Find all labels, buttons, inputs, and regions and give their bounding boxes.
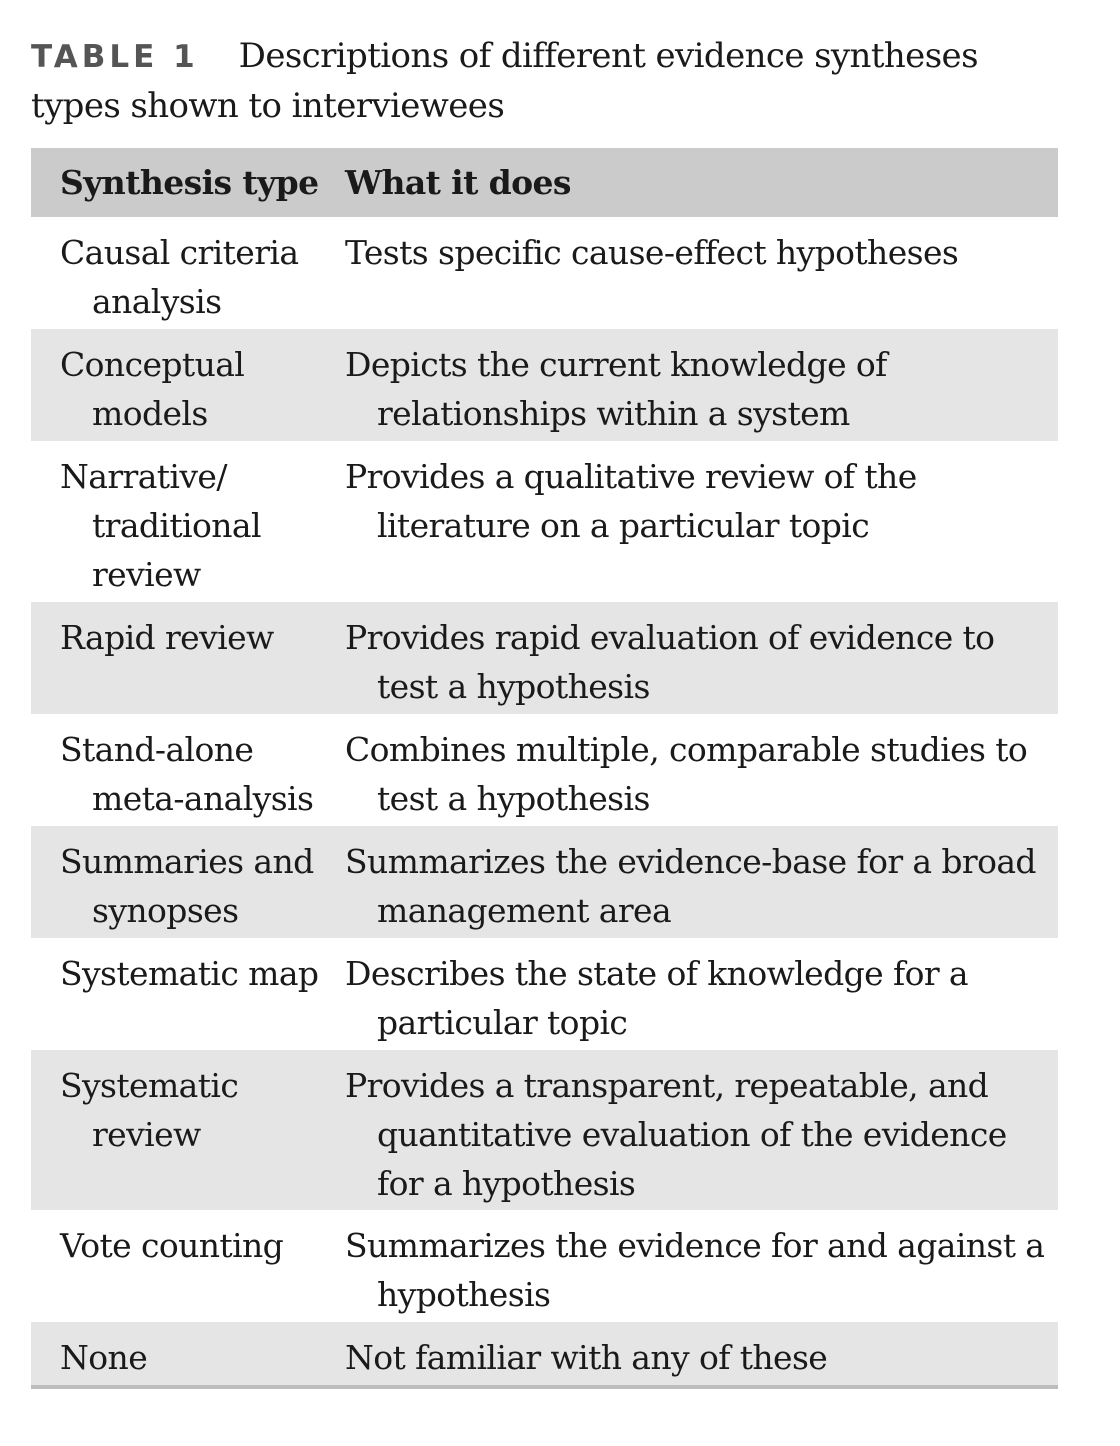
synthesis-type-cell: Conceptual models xyxy=(60,345,245,433)
table-label: TABLE 1 xyxy=(31,39,199,75)
description-cell: Provides a qualitative review of the lit… xyxy=(345,457,917,545)
description-cell: Summarizes the evidence for and against … xyxy=(345,1226,1045,1314)
synthesis-type-cell: Vote counting xyxy=(60,1226,284,1265)
description-cell: Provides rapid evaluation of evidence to… xyxy=(345,618,995,706)
table-row: Narrative/ traditional review Provides a… xyxy=(31,441,1058,602)
header-what-it-does: What it does xyxy=(345,163,572,202)
description-cell: Tests specific cause-effect hypotheses xyxy=(345,233,959,272)
synthesis-type-cell: Stand-alone meta-analysis xyxy=(60,730,314,818)
description-cell: Summarizes the evidence-base for a broad… xyxy=(345,842,1037,930)
synthesis-type-cell: Systematic review xyxy=(60,1066,239,1154)
table-caption: TABLE 1 Descriptions of different evidenc… xyxy=(31,32,1061,131)
table-row: None Not familiar with any of these xyxy=(31,1322,1058,1385)
synthesis-type-cell: Causal criteria analysis xyxy=(60,233,299,321)
description-cell: Not familiar with any of these xyxy=(345,1338,828,1377)
table-row: Summaries and synopses Summarizes the ev… xyxy=(31,826,1058,938)
synthesis-type-cell: Summaries and synopses xyxy=(60,842,314,930)
table-row: Causal criteria analysis Tests specific … xyxy=(31,217,1058,329)
table-header-row: Synthesis type What it does xyxy=(31,148,1058,217)
description-cell: Combines multiple, comparable studies to… xyxy=(345,730,1028,818)
table-row: Vote counting Summarizes the evidence fo… xyxy=(31,1210,1058,1322)
synthesis-types-table: Synthesis type What it does Causal crite… xyxy=(31,148,1058,1389)
header-synthesis-type: Synthesis type xyxy=(60,163,319,202)
synthesis-type-cell: None xyxy=(60,1338,148,1377)
table-row: Systematic review Provides a transparent… xyxy=(31,1050,1058,1210)
synthesis-type-cell: Rapid review xyxy=(60,618,274,657)
table-row: Systematic map Describes the state of kn… xyxy=(31,938,1058,1050)
synthesis-type-cell: Narrative/ traditional review xyxy=(60,457,262,594)
table-row: Conceptual models Depicts the current kn… xyxy=(31,329,1058,441)
table-row: Rapid review Provides rapid evaluation o… xyxy=(31,602,1058,714)
synthesis-type-cell: Systematic map xyxy=(60,954,319,993)
table-caption-text: Descriptions of different evidence synth… xyxy=(31,36,979,126)
description-cell: Describes the state of knowledge for a p… xyxy=(345,954,969,1042)
table-bottom-rule xyxy=(31,1385,1058,1389)
description-cell: Depicts the current knowledge of relatio… xyxy=(345,345,887,433)
description-cell: Provides a transparent, repeatable, and … xyxy=(345,1066,1007,1203)
table-row: Stand-alone meta-analysis Combines multi… xyxy=(31,714,1058,826)
